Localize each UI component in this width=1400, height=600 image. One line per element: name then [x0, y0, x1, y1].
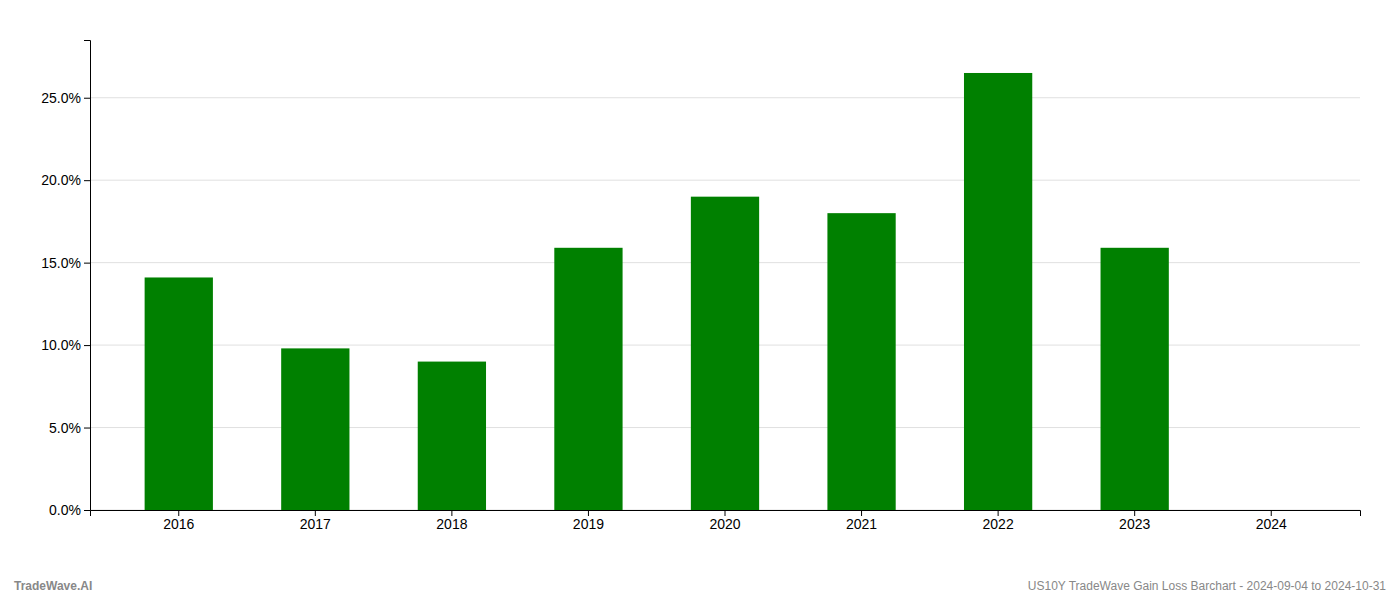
x-tick-label: 2020: [709, 516, 740, 532]
y-tick: 15.0%: [41, 255, 90, 271]
x-tick: 2017: [300, 510, 331, 532]
x-tick-label: 2019: [573, 516, 604, 532]
y-tick: 0.0%: [49, 502, 90, 518]
x-tick: 2019: [573, 510, 604, 532]
bar: [1237, 510, 1305, 511]
grid: [90, 98, 1360, 510]
plot: 0.0% 5.0% 10.0% 15.0% 20.0% 25.0% 2016 2017 2018…: [41, 41, 1360, 532]
y-axis-line: [84, 41, 91, 511]
x-tick-label: 2021: [846, 516, 877, 532]
x-tick: 2021: [846, 510, 877, 532]
bars: [145, 73, 1169, 510]
bar: [964, 73, 1032, 510]
x-tick-label: 2024: [1256, 516, 1287, 532]
y-tick: 5.0%: [49, 420, 90, 436]
y-tick-mark: [84, 98, 90, 99]
footer-right: US10Y TradeWave Gain Loss Barchart - 202…: [1028, 579, 1387, 593]
y-tick: 10.0%: [41, 337, 90, 353]
y-tick-mark: [84, 428, 90, 429]
y-tick: 25.0%: [41, 90, 90, 106]
x-tick-label: 2023: [1119, 516, 1150, 532]
y-tick-mark: [84, 180, 90, 181]
x-tick: 2020: [709, 510, 740, 532]
bar: [418, 362, 486, 510]
y-tick-mark: [84, 345, 90, 346]
y-tick-label: 10.0%: [41, 337, 81, 353]
grid-line: [90, 180, 1360, 181]
x-tick: 2022: [983, 510, 1014, 532]
x-tick-label: 2018: [436, 516, 467, 532]
grid-line: [90, 97, 1360, 98]
bar: [691, 197, 759, 510]
y-tick-label: 15.0%: [41, 255, 81, 271]
bar: [827, 213, 895, 510]
chart: 0.0% 5.0% 10.0% 15.0% 20.0% 25.0% 2016 2017 2018…: [0, 0, 1400, 600]
x-tick-label: 2022: [983, 516, 1014, 532]
bar: [1101, 248, 1169, 510]
bar: [554, 248, 622, 510]
y-tick-label: 5.0%: [49, 420, 81, 436]
bar: [145, 277, 213, 510]
x-tick-label: 2017: [300, 516, 331, 532]
x-tick: 2018: [436, 510, 467, 532]
y-tick-mark: [84, 263, 90, 264]
x-tick: 2024: [1256, 510, 1287, 532]
x-tick: 2016: [163, 510, 194, 532]
x-tick: 2023: [1119, 510, 1150, 532]
bar: [281, 348, 349, 510]
x-axis: 2016 2017 2018 2019 2020 2021 2022 2023 2024: [91, 510, 1361, 532]
y-tick-mark: [84, 510, 90, 511]
footer-left: TradeWave.AI: [14, 579, 92, 593]
x-tick-label: 2016: [163, 516, 194, 532]
y-tick-label: 20.0%: [41, 172, 81, 188]
y-tick-label: 25.0%: [41, 90, 81, 106]
y-axis: 0.0% 5.0% 10.0% 15.0% 20.0% 25.0%: [41, 41, 90, 518]
y-tick: 20.0%: [41, 172, 90, 188]
y-tick-label: 0.0%: [49, 502, 81, 518]
